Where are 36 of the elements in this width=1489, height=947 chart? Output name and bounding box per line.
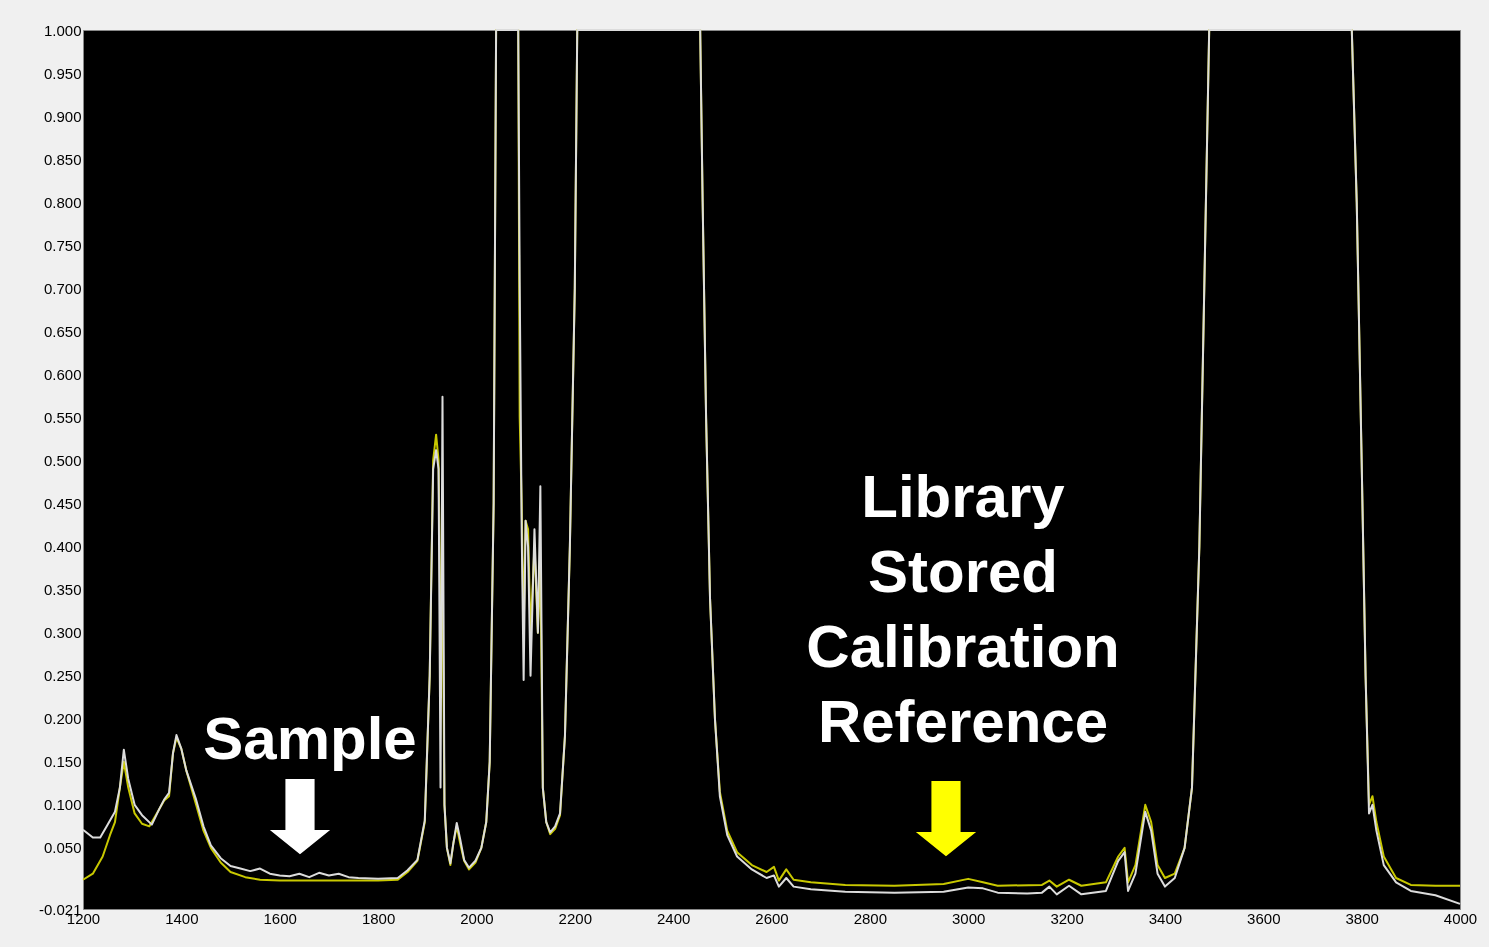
y-tick-label: 0.500: [43, 451, 82, 469]
y-tick-label: 1.000: [43, 21, 82, 39]
x-tick-label: 4000: [1443, 909, 1478, 927]
annotation: Sample: [203, 705, 417, 772]
x-tick-label: 2400: [656, 909, 691, 927]
x-tick-label: 3400: [1148, 909, 1183, 927]
x-tick-label: 1600: [263, 909, 297, 927]
y-tick-label: 0.150: [43, 753, 82, 771]
y-tick-label: 0.950: [43, 64, 82, 82]
y-tick-label: 0.900: [43, 107, 82, 125]
x-tick-label: 2600: [755, 909, 789, 927]
y-tick-label: 0.400: [43, 538, 82, 556]
y-tick-label: 0.200: [43, 710, 82, 728]
y-tick-label: 0.850: [43, 150, 82, 168]
y-tick-label: 0.800: [43, 193, 82, 211]
y-tick-label: 0.100: [43, 796, 82, 814]
x-tick-label: 2000: [460, 909, 494, 927]
x-tick-label: 1800: [361, 909, 396, 927]
x-tick-label: 3200: [1050, 909, 1084, 927]
x-tick-label: 1400: [165, 909, 199, 927]
annotation: Library Stored Calibration Reference: [806, 463, 1120, 755]
y-tick-label: 0.250: [43, 667, 82, 685]
x-tick-label: 3600: [1247, 909, 1281, 927]
y-tick-label: 0.350: [43, 581, 82, 599]
x-tick-label: 3000: [952, 909, 986, 927]
y-tick-label: 0.700: [43, 279, 82, 297]
x-tick-label: 2200: [558, 909, 592, 927]
y-tick-label: 0.550: [43, 408, 82, 426]
y-tick-label: 0.600: [43, 365, 82, 383]
y-tick-label: 0.050: [43, 839, 82, 857]
x-tick-label: 2800: [853, 909, 888, 927]
y-tick-label: 0.750: [43, 236, 82, 254]
y-tick-label: 0.300: [43, 624, 82, 642]
x-tick-label: 3800: [1345, 909, 1379, 927]
y-tick-label: 0.450: [43, 495, 82, 513]
y-tick-label: 0.650: [43, 322, 82, 340]
